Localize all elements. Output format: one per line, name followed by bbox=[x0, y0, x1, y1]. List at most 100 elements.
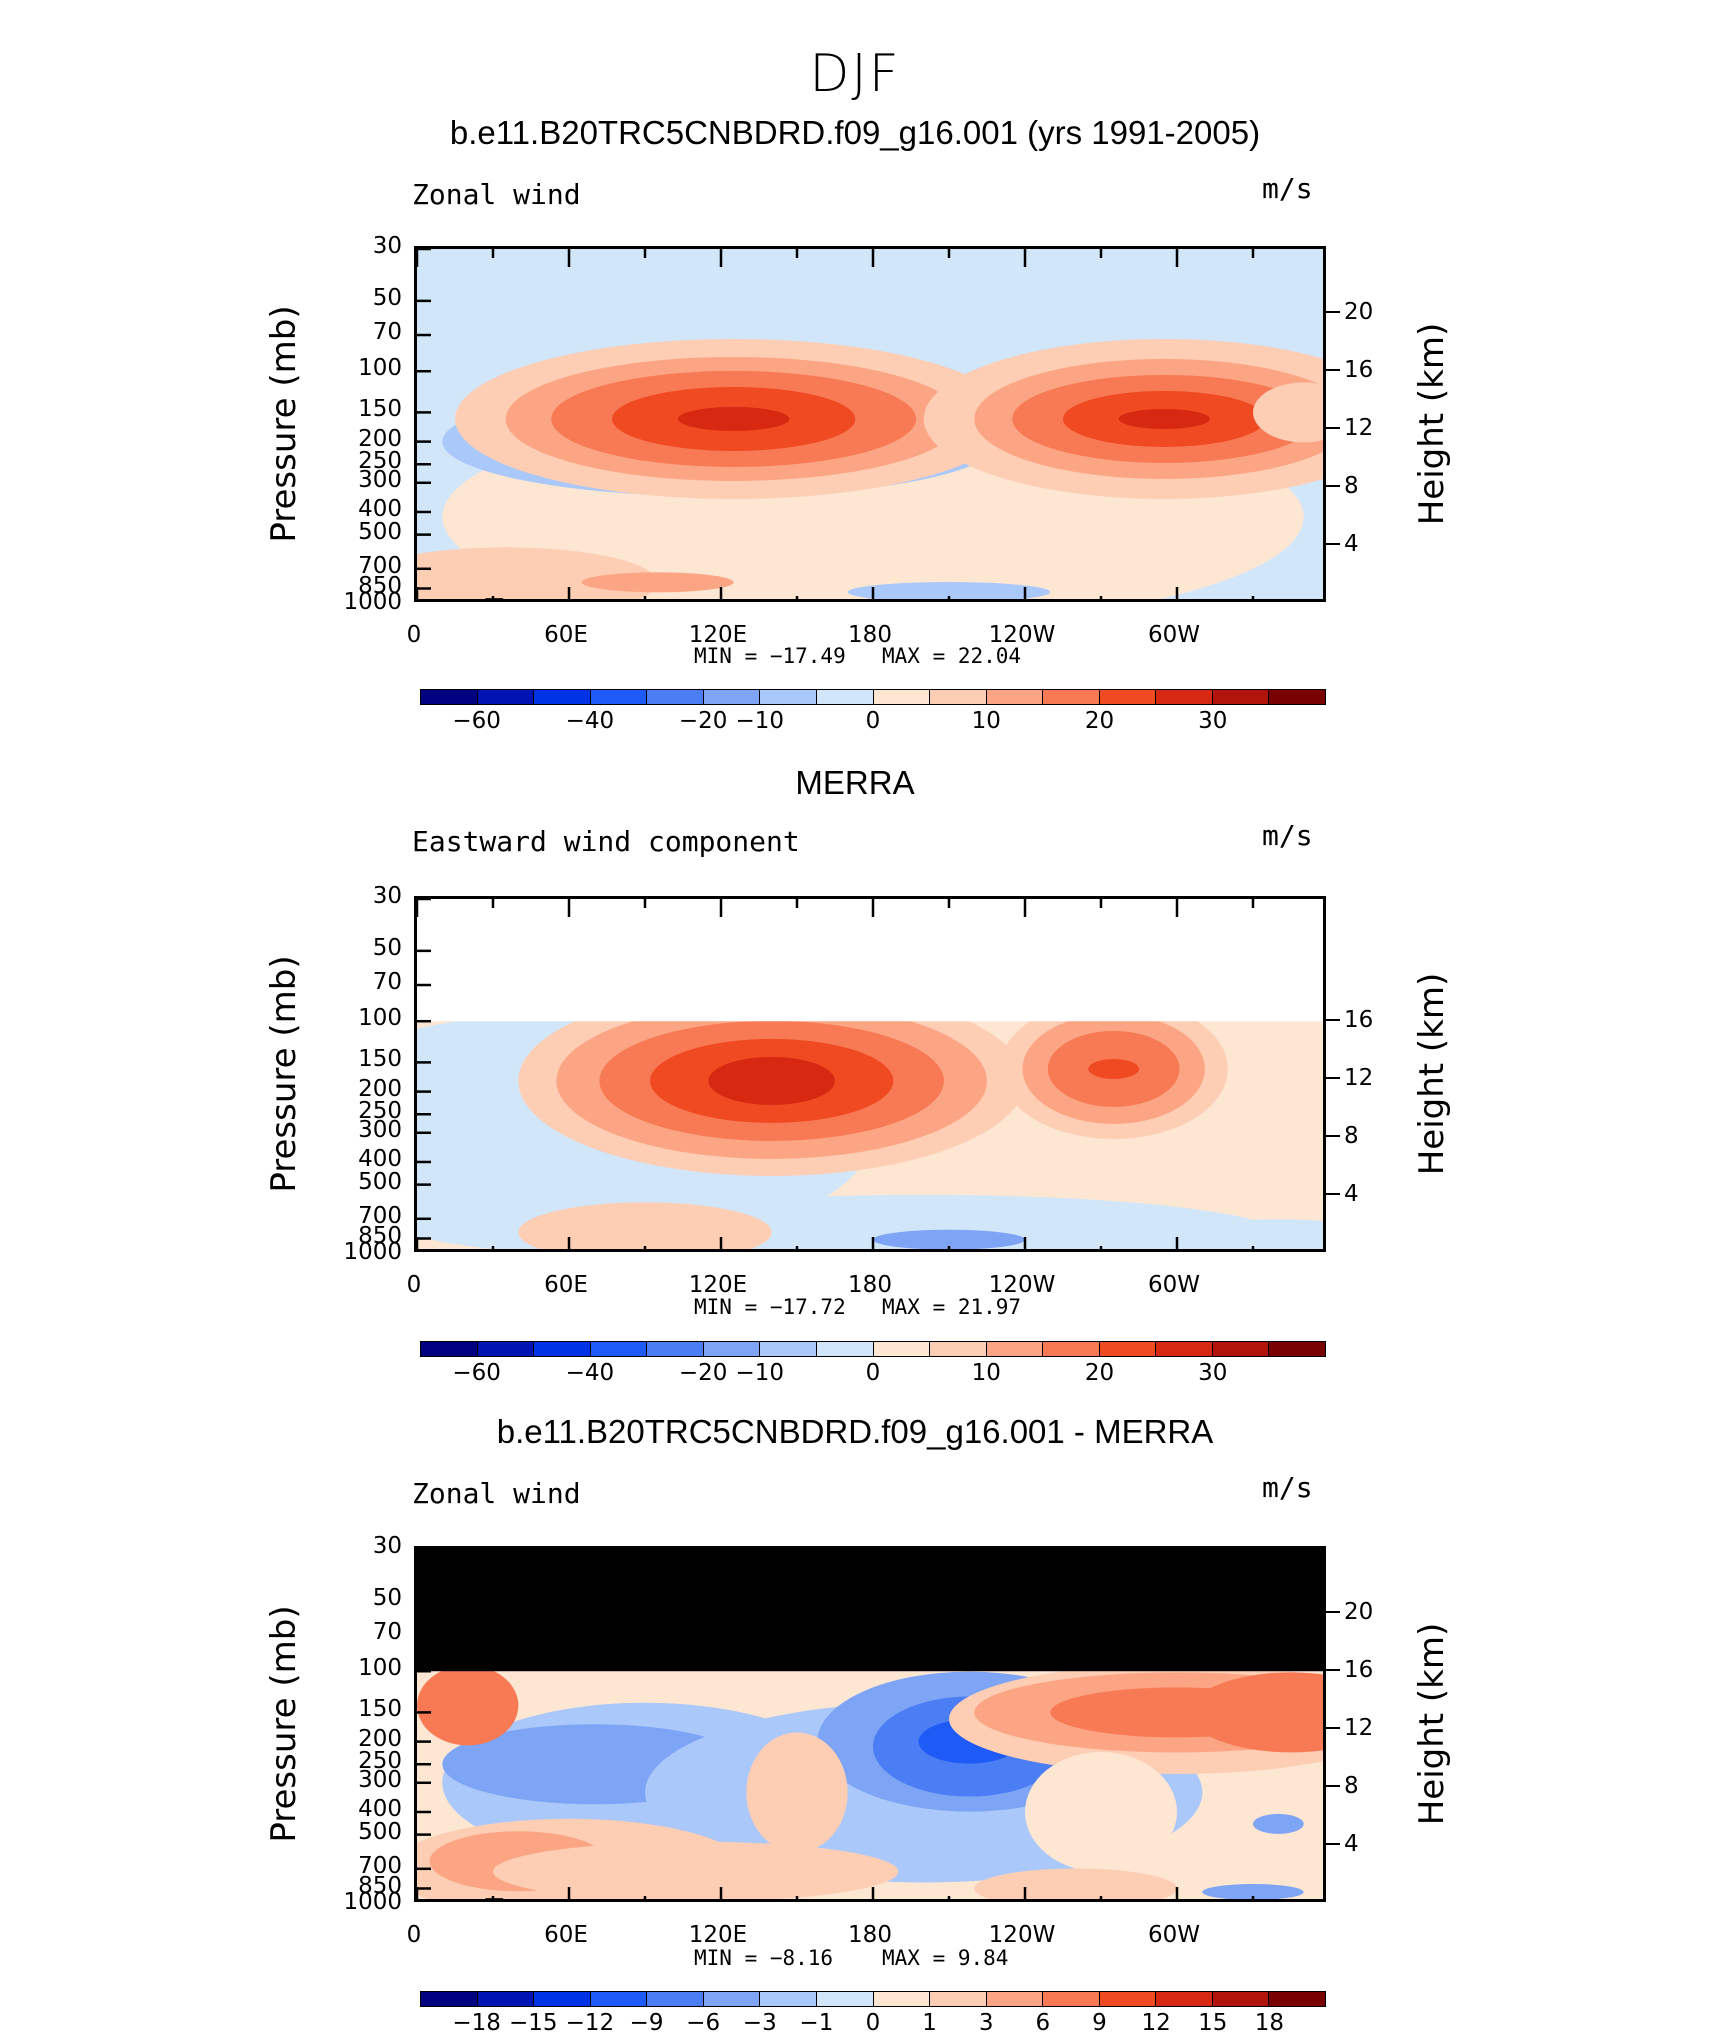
height-tick-label: 4 bbox=[1344, 1180, 1359, 1207]
pressure-tick-label: 700 bbox=[358, 1852, 402, 1879]
pressure-tick-label: 70 bbox=[372, 319, 402, 346]
colorbar-swatch bbox=[816, 1342, 874, 1356]
colorbar-label: −20 bbox=[678, 708, 728, 734]
height-tick-label: 12 bbox=[1344, 1064, 1374, 1091]
height-tick-label: 8 bbox=[1344, 1122, 1359, 1149]
pressure-tick-label: 100 bbox=[358, 1005, 402, 1032]
colorbar-swatch bbox=[534, 690, 591, 704]
height-tick-label: 20 bbox=[1344, 298, 1374, 325]
topography-mask bbox=[670, 1901, 675, 1902]
pressure-tick-label: 250 bbox=[358, 1748, 402, 1775]
height-tick bbox=[1326, 1018, 1340, 1022]
colorbar-swatch bbox=[986, 1342, 1044, 1356]
longitude-tick-label: 120E bbox=[688, 1922, 748, 1948]
y-axis-title-left: Pressure (mb) bbox=[264, 955, 304, 1193]
longitude-tick-label: 0 bbox=[406, 1272, 422, 1298]
pressure-tick-label: 30 bbox=[372, 1533, 402, 1559]
units-label: m/s bbox=[1262, 172, 1313, 205]
pressure-tick-label: 150 bbox=[358, 396, 402, 423]
longitude-tick-label: 0 bbox=[406, 1922, 422, 1948]
pressure-tick-label: 400 bbox=[358, 495, 402, 522]
longitude-tick-label: 120W bbox=[988, 1272, 1056, 1298]
pressure-tick-label: 70 bbox=[372, 1619, 402, 1646]
pressure-tick-label: 700 bbox=[358, 552, 402, 579]
topography-mask bbox=[670, 601, 675, 602]
height-tick bbox=[1326, 1784, 1340, 1788]
contour-region bbox=[1253, 1813, 1304, 1834]
pressure-tick-label: 150 bbox=[358, 1046, 402, 1073]
colorbar-label: −15 bbox=[508, 2010, 558, 2036]
height-tick bbox=[1326, 1842, 1340, 1846]
variable-name: Zonal wind bbox=[412, 178, 581, 211]
colorbar-swatch bbox=[1212, 690, 1270, 704]
colorbar-swatch bbox=[1043, 1342, 1100, 1356]
longitude-tick-label: 180 bbox=[848, 1272, 892, 1298]
colorbar-swatch bbox=[703, 1342, 761, 1356]
colorbar-swatch bbox=[1043, 1992, 1100, 2006]
contour-field bbox=[417, 899, 1323, 1252]
colorbar-label: 12 bbox=[1141, 2010, 1171, 2036]
contour-region bbox=[1151, 1219, 1323, 1249]
colorbar-label: 1 bbox=[922, 2010, 937, 2036]
colorbar-label: 0 bbox=[865, 1360, 881, 1386]
colorbar-swatch bbox=[986, 690, 1044, 704]
colorbar-swatch bbox=[816, 1992, 874, 2006]
colorbar-swatch bbox=[590, 1342, 648, 1356]
min-label: MIN = −8.16 bbox=[694, 1946, 834, 1970]
pressure-tick-label: 1000 bbox=[343, 1889, 402, 1915]
height-tick bbox=[1326, 484, 1340, 488]
contour-field bbox=[417, 249, 1323, 602]
colorbar-swatch bbox=[1212, 1992, 1270, 2006]
colorbar-label: −9 bbox=[629, 2010, 664, 2036]
colorbar-swatch bbox=[930, 1342, 987, 1356]
longitude-tick-label: 60W bbox=[1147, 1922, 1200, 1948]
colorbar-swatch bbox=[816, 690, 874, 704]
colorbar-swatch bbox=[421, 690, 478, 704]
height-tick-label: 16 bbox=[1344, 1006, 1374, 1033]
contour-region bbox=[493, 1841, 899, 1899]
contour-plot bbox=[414, 246, 1326, 602]
colorbar bbox=[420, 689, 1326, 705]
topography-mask bbox=[485, 1898, 504, 1899]
height-tick-label: 8 bbox=[1344, 472, 1359, 499]
variable-name: Zonal wind bbox=[412, 1477, 581, 1510]
colorbar-label: −18 bbox=[452, 2010, 501, 2036]
colorbar-swatch bbox=[647, 1992, 704, 2006]
colorbar-label: −10 bbox=[735, 708, 785, 734]
colorbar bbox=[420, 1991, 1326, 2007]
colorbar-swatch bbox=[477, 690, 535, 704]
colorbar-label: 0 bbox=[865, 708, 881, 734]
longitude-tick-label: 60E bbox=[544, 622, 588, 648]
y-axis-title-right: Height (km) bbox=[1412, 322, 1452, 526]
topography-mask bbox=[485, 1251, 510, 1252]
colorbar-label: 6 bbox=[1035, 2010, 1051, 2036]
contour-region bbox=[746, 1732, 848, 1853]
colorbar-swatch bbox=[930, 690, 987, 704]
contour-plot bbox=[414, 1546, 1326, 1902]
pressure-tick-label: 700 bbox=[358, 1202, 402, 1229]
colorbar-swatch bbox=[477, 1992, 535, 2006]
colorbar-swatch bbox=[1156, 690, 1213, 704]
colorbar-swatch bbox=[760, 1992, 817, 2006]
contour-region bbox=[1025, 1751, 1177, 1872]
colorbar-swatch bbox=[534, 1342, 591, 1356]
max-label: MAX = 21.97 bbox=[882, 1295, 1022, 1319]
pressure-tick-label: 250 bbox=[358, 1098, 402, 1125]
pressure-tick-label: 300 bbox=[358, 466, 402, 493]
pressure-tick-label: 50 bbox=[372, 284, 402, 311]
pressure-tick-label: 1000 bbox=[343, 1239, 402, 1265]
colorbar-swatch bbox=[421, 1342, 478, 1356]
units-label: m/s bbox=[1262, 819, 1313, 852]
height-tick bbox=[1326, 310, 1340, 314]
contour-region bbox=[1118, 408, 1210, 429]
colorbar-swatch bbox=[647, 690, 704, 704]
colorbar-swatch bbox=[421, 1992, 478, 2006]
pressure-tick-label: 30 bbox=[372, 233, 402, 259]
contour-region bbox=[847, 582, 1051, 599]
topography-mask bbox=[734, 1901, 742, 1902]
contour-region bbox=[1202, 1884, 1304, 1899]
height-tick bbox=[1326, 542, 1340, 546]
colorbar-swatch bbox=[590, 1992, 648, 2006]
colorbar-swatch bbox=[1043, 690, 1100, 704]
pressure-tick-label: 850 bbox=[358, 1222, 402, 1249]
